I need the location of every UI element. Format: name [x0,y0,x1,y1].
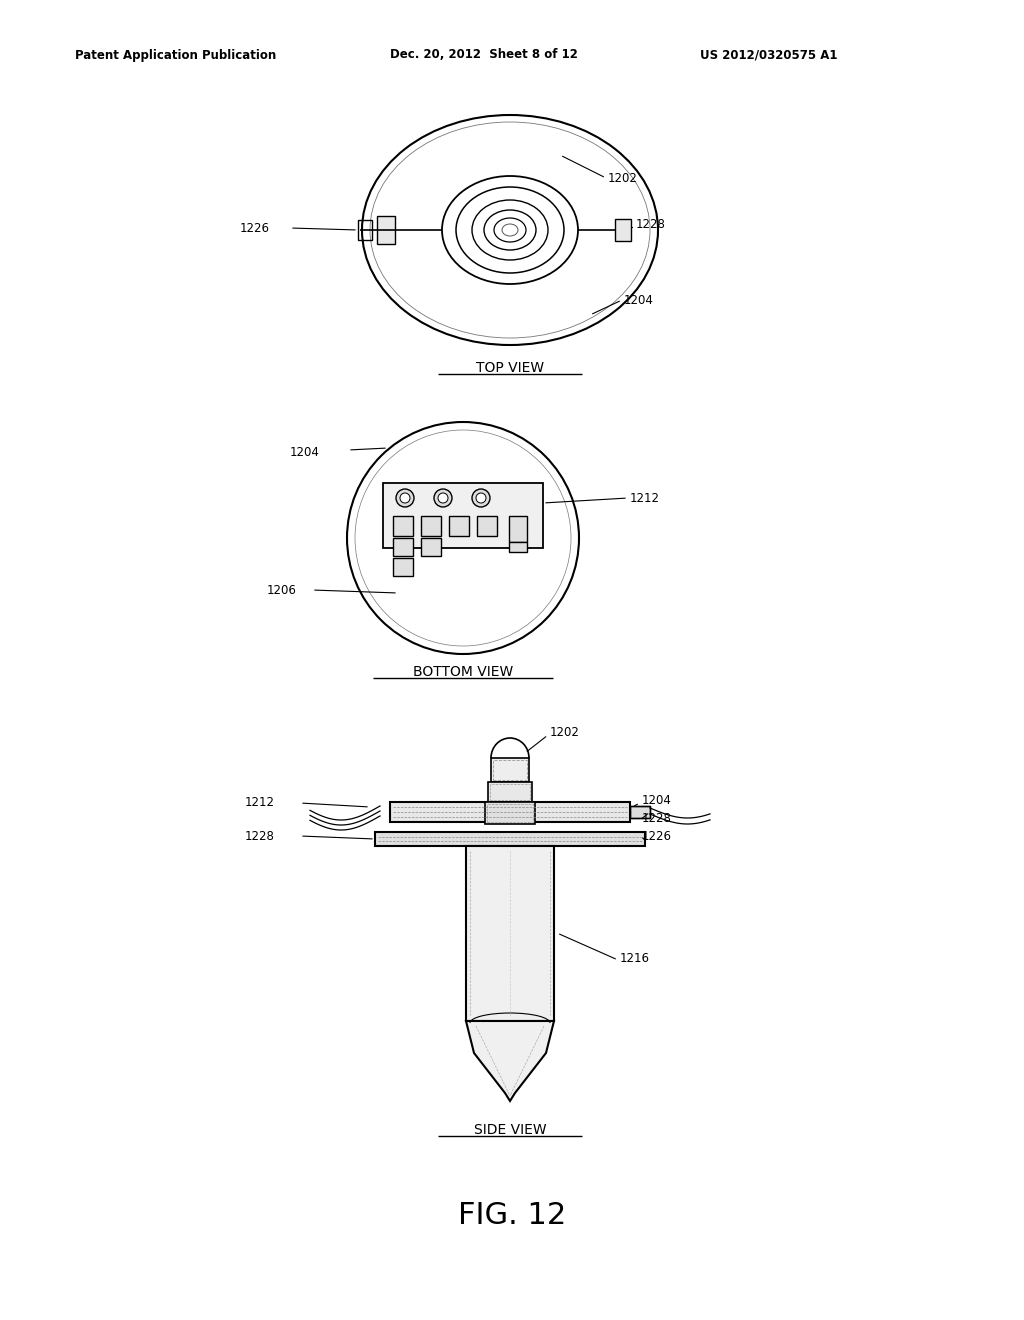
Circle shape [434,488,452,507]
Bar [490,784,530,800]
Text: BOTTOM VIEW: BOTTOM VIEW [413,665,513,678]
Text: 1202: 1202 [608,172,638,185]
Text: Patent Application Publication: Patent Application Publication [75,49,276,62]
Bar [393,558,413,576]
Circle shape [396,488,414,507]
Text: 1202: 1202 [550,726,580,738]
Bar [377,216,395,244]
Text: 1204: 1204 [642,793,672,807]
Text: Dec. 20, 2012  Sheet 8 of 12: Dec. 20, 2012 Sheet 8 of 12 [390,49,578,62]
Text: FIG. 12: FIG. 12 [458,1200,566,1229]
Circle shape [472,488,490,507]
Text: 1228: 1228 [642,812,672,825]
Circle shape [400,492,410,503]
Bar [493,760,527,780]
Text: US 2012/0320575 A1: US 2012/0320575 A1 [700,49,838,62]
Bar [383,483,543,548]
Circle shape [438,492,449,503]
Text: 1226: 1226 [642,829,672,842]
Text: TOP VIEW: TOP VIEW [476,360,544,375]
Polygon shape [466,1020,554,1101]
Bar [375,832,645,846]
Bar [466,846,554,1020]
Text: 1212: 1212 [630,491,660,504]
Bar [393,516,413,536]
Bar [390,803,630,822]
Bar [477,516,497,536]
Circle shape [476,492,486,503]
Bar [421,516,441,536]
Bar [490,758,529,781]
Text: 1226: 1226 [240,222,270,235]
Bar [615,219,631,242]
Bar [509,516,527,543]
Bar [487,804,534,822]
Bar [485,803,535,824]
Text: 1204: 1204 [290,446,319,458]
Text: 1212: 1212 [245,796,275,809]
Bar [630,807,650,818]
Bar [630,807,650,818]
Text: 1216: 1216 [620,952,650,965]
Text: 1206: 1206 [267,583,297,597]
Bar [393,539,413,556]
Text: SIDE VIEW: SIDE VIEW [474,1123,547,1137]
Text: 1228: 1228 [245,829,274,842]
Text: 1228: 1228 [636,219,666,231]
Bar [488,781,532,803]
Bar [358,220,372,240]
Bar [449,516,469,536]
Text: 1204: 1204 [624,293,654,306]
Bar [421,539,441,556]
Bar [509,543,527,552]
